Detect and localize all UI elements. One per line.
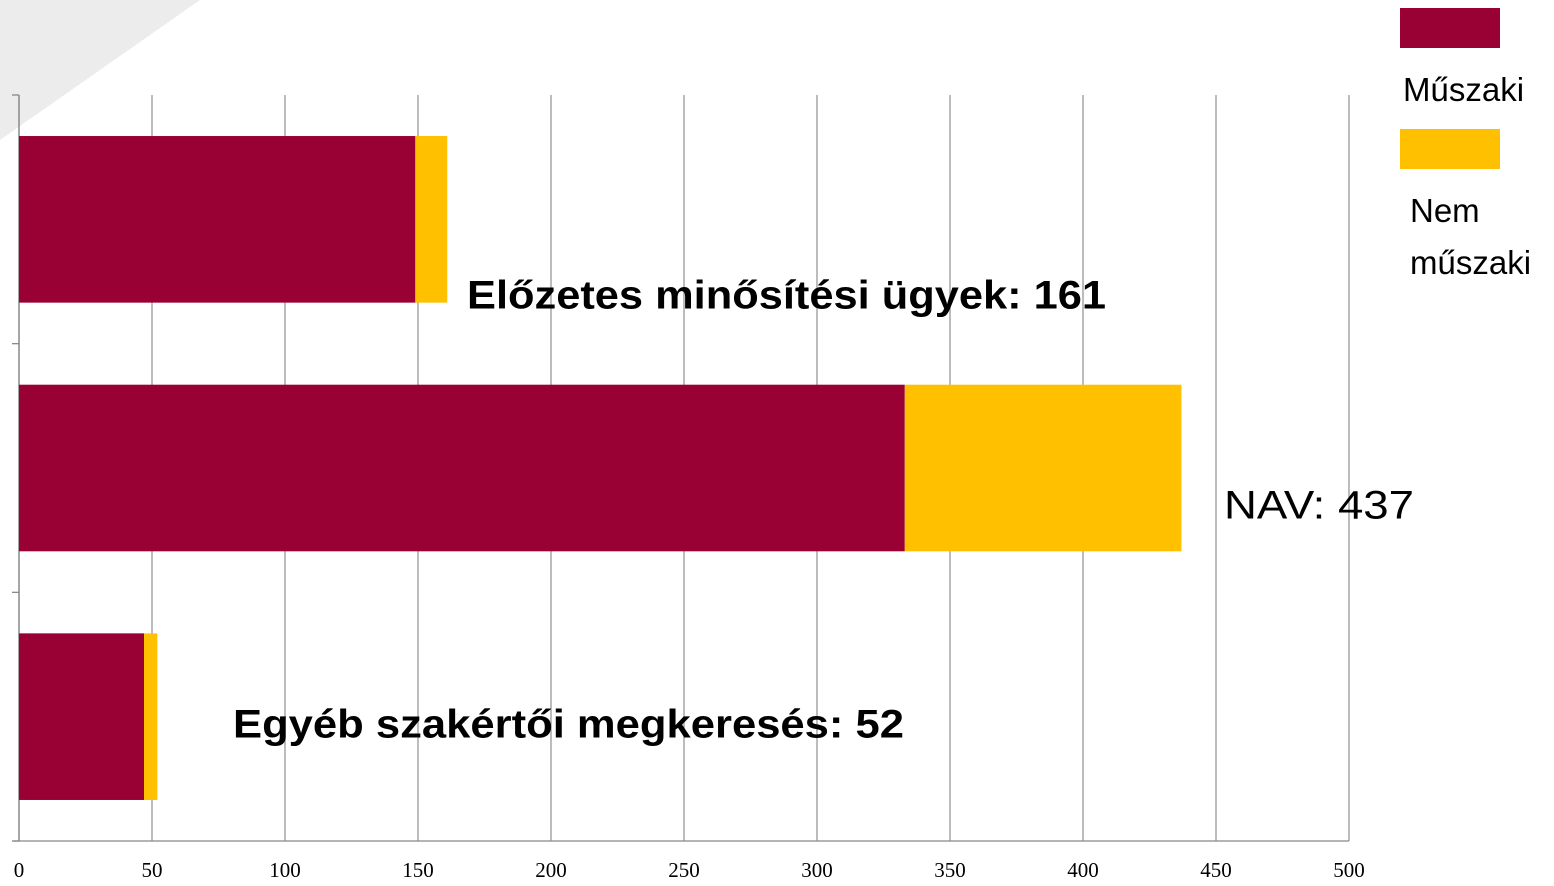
x-tick-label: 350 bbox=[934, 858, 966, 882]
legend-swatch bbox=[1400, 8, 1500, 48]
bar-segment bbox=[19, 136, 416, 303]
x-tick-label: 300 bbox=[801, 858, 833, 882]
x-tick-label: 200 bbox=[535, 858, 567, 882]
x-tick-label: 50 bbox=[142, 858, 163, 882]
bar-segment bbox=[415, 136, 448, 303]
legend-label: Nem műszaki bbox=[1410, 192, 1532, 281]
x-tick-label: 100 bbox=[269, 858, 301, 882]
bar-segment bbox=[904, 384, 1182, 552]
x-tick-label: 450 bbox=[1200, 858, 1232, 882]
annotation: Egyéb szakértői megkeresés: 52 bbox=[233, 703, 904, 747]
bar-segment bbox=[19, 384, 905, 552]
legend-swatch bbox=[1400, 129, 1500, 169]
bar-segment bbox=[144, 633, 158, 800]
background-shape bbox=[0, 0, 200, 140]
annotation: NAV: 437 bbox=[1224, 484, 1414, 528]
x-tick-label: 500 bbox=[1333, 858, 1365, 882]
x-tick-label: 250 bbox=[668, 858, 700, 882]
bar-segment bbox=[19, 633, 145, 800]
x-tick-label: 0 bbox=[14, 858, 25, 882]
annotation: Előzetes minősítési ügyek: 161 bbox=[467, 274, 1106, 318]
x-tick-label: 400 bbox=[1067, 858, 1099, 882]
x-tick-label: 150 bbox=[402, 858, 434, 882]
legend-label: Műszaki bbox=[1403, 71, 1525, 108]
